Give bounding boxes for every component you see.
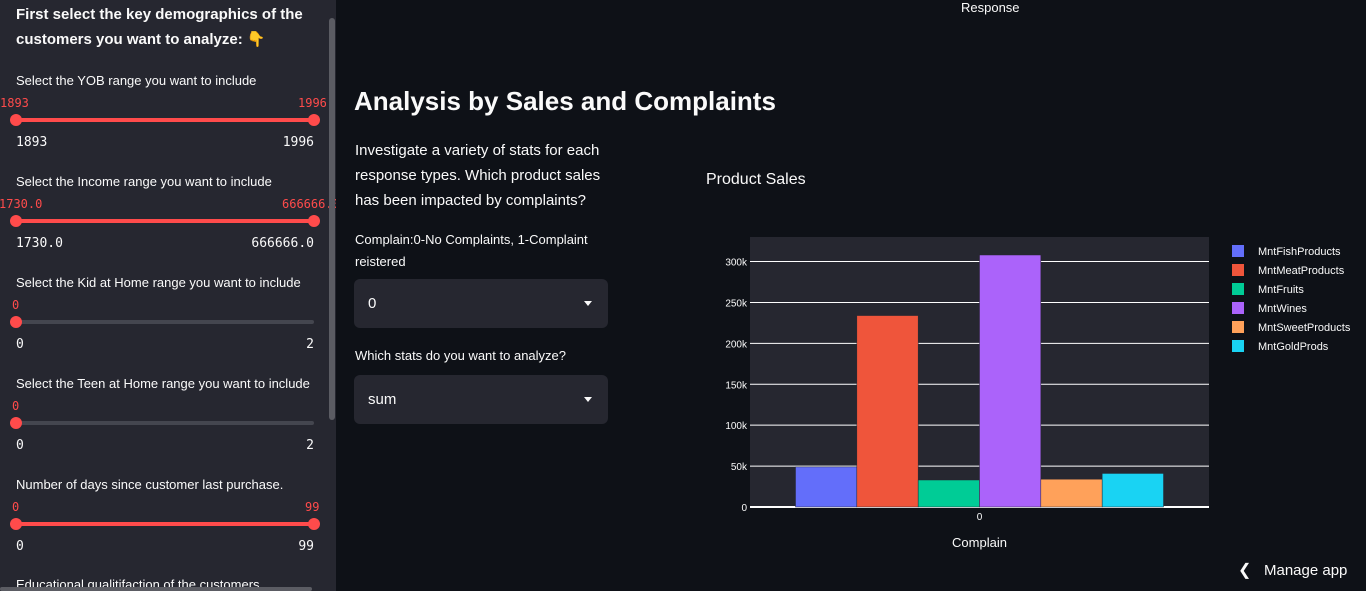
- complain-select-value: 0: [368, 295, 377, 312]
- stats-select[interactable]: sum: [354, 375, 608, 424]
- kid-slider-thumb[interactable]: [10, 316, 22, 328]
- legend-swatch: [1232, 340, 1244, 352]
- legend-item: MntMeatProducts: [1258, 265, 1345, 277]
- income-low-value: 1730.0: [0, 197, 43, 211]
- y-tick-label: 300k: [725, 258, 748, 269]
- legend-item: MntSweetProducts: [1258, 322, 1351, 334]
- legend-swatch: [1232, 321, 1244, 333]
- legend-swatch: [1232, 302, 1244, 314]
- x-axis-label: Complain: [952, 535, 1007, 550]
- bar-MntFruits: [917, 479, 980, 508]
- bar-MntWines: [979, 254, 1042, 508]
- y-tick-label: 250k: [725, 298, 748, 309]
- manage-app-label: Manage app: [1264, 562, 1348, 579]
- legend-swatch: [1232, 245, 1244, 257]
- teen-slider-thumb[interactable]: [10, 417, 22, 429]
- y-tick-label: 150k: [725, 380, 748, 391]
- sidebar-horizontal-scrollbar[interactable]: [0, 587, 312, 591]
- income-slider-high-thumb[interactable]: [308, 215, 320, 227]
- chevron-down-icon: [584, 397, 592, 402]
- yob-slider-label: Select the YOB range you want to include: [16, 73, 257, 88]
- recency-slider[interactable]: [10, 518, 320, 530]
- stats-select-value: sum: [368, 391, 397, 408]
- income-slider-fill: [16, 219, 314, 223]
- y-tick-label: 100k: [725, 421, 748, 432]
- chart-title: Product Sales: [706, 171, 806, 188]
- recency-slider-low-thumb[interactable]: [10, 518, 22, 530]
- kid-low-value: 0: [12, 298, 20, 312]
- kid-min-label: 0: [16, 337, 24, 352]
- recency-max-label: 99: [298, 539, 314, 554]
- manage-app-button[interactable]: ❮ Manage app: [1232, 558, 1362, 584]
- income-slider-label: Select the Income range you want to incl…: [16, 174, 272, 189]
- yob-low-value: 1893: [0, 96, 29, 110]
- legend-swatch: [1232, 264, 1244, 276]
- teen-max-label: 2: [306, 438, 314, 453]
- kid-slider[interactable]: [10, 316, 314, 328]
- bar-MntSweetProducts: [1040, 478, 1103, 508]
- product-sales-chart[interactable]: 0 50k 100k 150k 200k 250k 300k 0 Complain MntFish…: [700, 220, 1360, 560]
- section-heading: Analysis by Sales and Complaints: [354, 86, 776, 116]
- chevron-down-icon: [584, 301, 592, 306]
- section-description: Investigate a variety of stats for each …: [355, 142, 601, 209]
- yob-slider-high-thumb[interactable]: [308, 114, 320, 126]
- yob-max-label: 1996: [282, 135, 314, 150]
- kid-slider-label: Select the Kid at Home range you want to…: [16, 275, 301, 290]
- recency-slider-label: Number of days since customer last purch…: [16, 477, 284, 492]
- legend-item: MntWines: [1258, 303, 1307, 315]
- yob-slider-fill: [16, 118, 314, 122]
- recency-slider-high-thumb[interactable]: [308, 518, 320, 530]
- kid-max-label: 2: [306, 337, 314, 352]
- sidebar-title: First select the key demographics of the…: [16, 6, 303, 48]
- recency-slider-fill: [16, 522, 314, 526]
- response-label: Response: [961, 0, 1020, 15]
- legend-item: MntGoldProds: [1258, 341, 1329, 353]
- teen-low-value: 0: [12, 399, 20, 413]
- y-tick-label: 50k: [731, 462, 748, 473]
- income-max-label: 666666.0: [251, 236, 314, 251]
- income-slider-low-thumb[interactable]: [10, 215, 22, 227]
- legend-item: MntFruits: [1258, 284, 1304, 296]
- bar-MntFishProducts: [795, 466, 858, 508]
- income-high-value: 666666.0: [282, 197, 336, 211]
- recency-min-label: 0: [16, 539, 24, 554]
- y-tick-label: 200k: [725, 339, 748, 350]
- teen-min-label: 0: [16, 438, 24, 453]
- bar-MntMeatProducts: [856, 315, 919, 508]
- complain-select[interactable]: 0: [354, 279, 608, 328]
- income-slider[interactable]: [10, 215, 320, 227]
- bar-MntGoldProds: [1101, 473, 1164, 508]
- sidebar-scrollbar[interactable]: [329, 18, 335, 420]
- legend-item: MntFishProducts: [1258, 246, 1341, 258]
- sidebar: First select the key demographics of the…: [0, 0, 336, 591]
- recency-low-value: 0: [12, 500, 20, 514]
- teen-slider-label: Select the Teen at Home range you want t…: [16, 376, 310, 391]
- yob-slider[interactable]: [10, 114, 320, 126]
- income-min-label: 1730.0: [16, 236, 63, 251]
- y-tick-label: 0: [741, 503, 747, 514]
- x-tick-label: 0: [977, 512, 983, 523]
- yob-high-value: 1996: [298, 96, 327, 110]
- yob-min-label: 1893: [16, 135, 48, 150]
- complain-select-label: Complain:0-No Complaints, 1-Complaint re…: [355, 232, 588, 269]
- chevron-left-icon: ❮: [1238, 562, 1252, 579]
- legend-swatch: [1232, 283, 1244, 295]
- teen-slider[interactable]: [10, 417, 314, 429]
- yob-slider-low-thumb[interactable]: [10, 114, 22, 126]
- stats-select-label: Which stats do you want to analyze?: [355, 348, 567, 363]
- recency-high-value: 99: [305, 500, 320, 514]
